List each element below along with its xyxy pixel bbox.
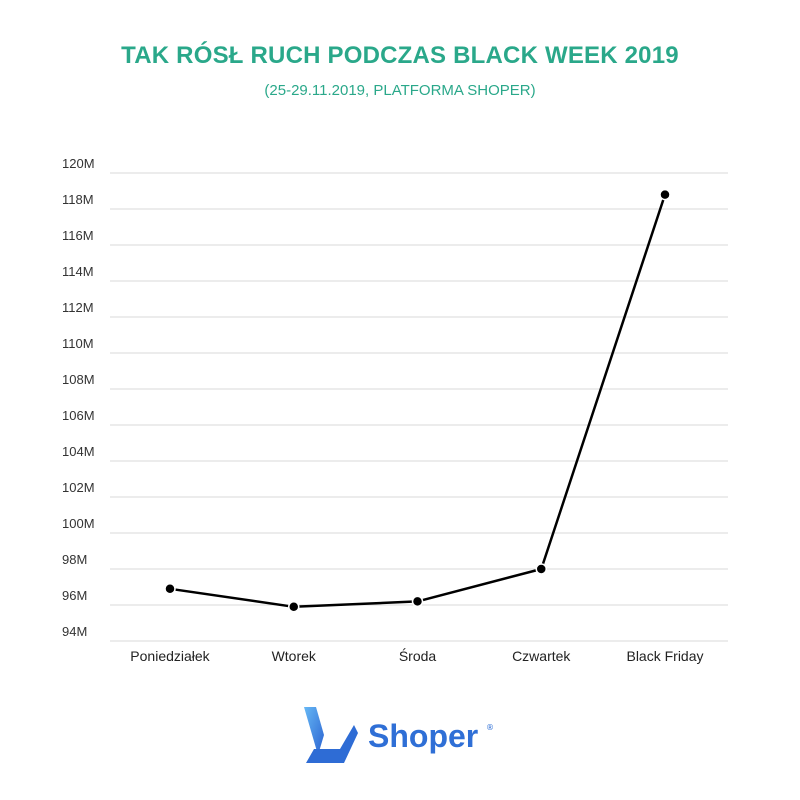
y-tick-label: 108M xyxy=(62,372,95,387)
y-tick-label: 110M xyxy=(62,336,94,351)
y-tick-label: 114M xyxy=(62,264,94,279)
shoper-logo-icon xyxy=(304,707,358,763)
y-tick-label: 94M xyxy=(62,624,87,639)
chart-title: TAK RÓSŁ RUCH PODCZAS BLACK WEEK 2019 xyxy=(121,42,679,69)
y-tick-label: 106M xyxy=(62,408,95,423)
data-point xyxy=(411,595,424,608)
shoper-logo: Shoper ® xyxy=(296,705,516,769)
y-tick-label: 96M xyxy=(62,588,87,603)
data-points xyxy=(164,188,671,613)
y-tick-label: 118M xyxy=(62,192,94,207)
x-tick-label: Poniedziałek xyxy=(130,648,210,664)
x-tick-label: Czwartek xyxy=(512,648,571,664)
y-tick-label: 98M xyxy=(62,552,87,567)
data-point xyxy=(659,188,671,201)
shoper-logo-text: Shoper xyxy=(368,718,479,754)
y-tick-label: 112M xyxy=(62,300,94,315)
y-tick-label: 120M xyxy=(62,156,95,171)
x-tick-label: Środa xyxy=(399,647,437,664)
y-tick-label: 100M xyxy=(62,516,95,531)
grid-lines xyxy=(110,172,728,642)
chart-subtitle: (25-29.11.2019, PLATFORMA SHOPER) xyxy=(264,82,536,99)
data-point xyxy=(164,583,176,595)
y-tick-label: 104M xyxy=(62,444,95,459)
data-point xyxy=(535,563,547,575)
x-axis-categories: Poniedziałek Wtorek Środa Czwartek Black Fri… xyxy=(130,647,703,664)
x-tick-label: Wtorek xyxy=(272,648,317,664)
registered-mark: ® xyxy=(486,723,494,732)
data-point xyxy=(288,601,300,613)
series-line xyxy=(169,194,667,609)
y-tick-label: 102M xyxy=(62,480,95,495)
y-axis-ticks: 94M 96M 98M 100M 102M 104M 106M 108M 110M 112M 114… xyxy=(62,156,95,639)
x-tick-label: Black Friday xyxy=(626,648,703,664)
y-tick-label: 116M xyxy=(62,228,94,243)
